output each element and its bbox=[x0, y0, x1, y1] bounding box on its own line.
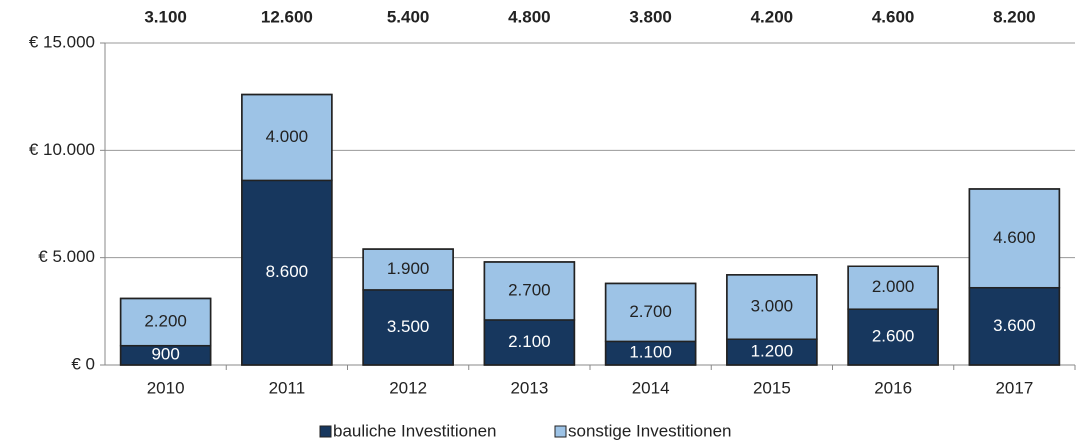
x-tick-label: 2015 bbox=[753, 378, 791, 397]
data-label: 2.600 bbox=[872, 327, 915, 346]
data-label: 8.600 bbox=[266, 262, 309, 281]
data-label: 2.700 bbox=[508, 280, 551, 299]
y-tick-label: € 10.000 bbox=[29, 140, 95, 159]
data-label: 1.100 bbox=[629, 343, 672, 362]
legend-swatch bbox=[319, 425, 332, 438]
y-tick-label: € 15.000 bbox=[29, 32, 95, 51]
data-label: 1.900 bbox=[387, 259, 430, 278]
bar-segment bbox=[847, 265, 939, 310]
y-tick-label: € 5.000 bbox=[38, 247, 95, 266]
x-tick-label: 2010 bbox=[147, 378, 185, 397]
legend-swatch bbox=[554, 425, 567, 438]
bar-total-outline bbox=[968, 188, 1061, 366]
total-label: 4.600 bbox=[872, 7, 915, 26]
data-label: 3.600 bbox=[993, 316, 1036, 335]
data-label: 1.200 bbox=[751, 342, 794, 361]
bar-total-outline bbox=[241, 93, 333, 366]
x-tick-label: 2016 bbox=[874, 378, 912, 397]
bar-total-outline bbox=[604, 282, 697, 366]
bar-segment bbox=[241, 93, 333, 182]
total-label: 12.600 bbox=[261, 7, 313, 26]
x-tick-label: 2017 bbox=[995, 378, 1033, 397]
total-label: 4.200 bbox=[751, 7, 794, 26]
bar-total-outline bbox=[119, 297, 212, 366]
x-tick-label: 2011 bbox=[269, 378, 306, 397]
bar-total-outline bbox=[726, 274, 818, 366]
data-label: 4.000 bbox=[266, 127, 309, 146]
bar-segment bbox=[726, 338, 818, 366]
total-label: 8.200 bbox=[993, 7, 1036, 26]
y-tick-label: € 0 bbox=[71, 354, 95, 373]
bar-total-outline bbox=[847, 265, 939, 366]
bar-total-outline bbox=[362, 248, 454, 366]
x-tick-label: 2014 bbox=[632, 378, 670, 397]
x-tick-label: 2012 bbox=[389, 378, 427, 397]
bar-segment bbox=[604, 282, 697, 343]
data-label: 2.000 bbox=[872, 277, 915, 296]
data-label: 4.600 bbox=[993, 228, 1036, 247]
total-label: 5.400 bbox=[387, 7, 430, 26]
total-label: 3.800 bbox=[629, 7, 672, 26]
bar-total-outline bbox=[483, 261, 576, 366]
x-tick-label: 2013 bbox=[510, 378, 548, 397]
data-label: 2.700 bbox=[629, 302, 672, 321]
total-label: 3.100 bbox=[144, 7, 187, 26]
data-label: 3.500 bbox=[387, 317, 430, 336]
bar-segment bbox=[362, 289, 454, 366]
data-label: 900 bbox=[151, 344, 179, 363]
data-label: 2.200 bbox=[144, 312, 187, 331]
legend-label: bauliche Investitionen bbox=[333, 421, 497, 440]
total-label: 4.800 bbox=[508, 7, 551, 26]
data-label: 2.100 bbox=[508, 332, 551, 351]
legend-label: sonstige Investitionen bbox=[568, 421, 732, 440]
data-label: 3.000 bbox=[751, 297, 794, 316]
